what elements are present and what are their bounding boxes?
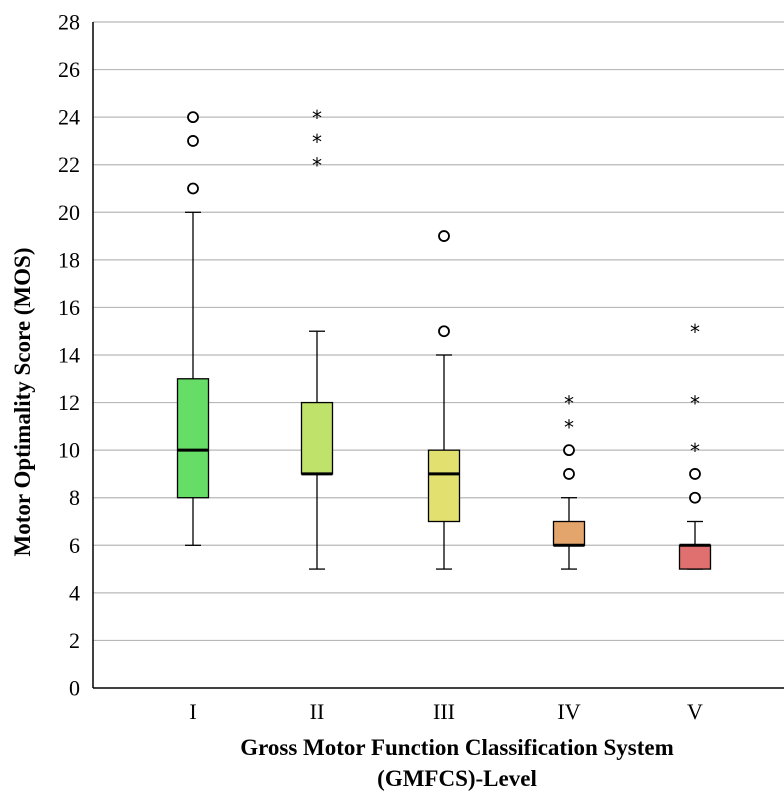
box-group-I: [176, 111, 210, 546]
x-tick-label: I: [189, 699, 196, 724]
extreme-point: *: [690, 439, 700, 463]
y-tick-label: 28: [58, 10, 80, 35]
y-tick-label: 12: [58, 390, 80, 415]
extreme-point: *: [564, 392, 574, 416]
y-tick-label: 6: [69, 533, 80, 558]
boxes: ********: [176, 106, 712, 570]
axes: [92, 22, 784, 689]
box: [678, 544, 712, 570]
y-tick-label: 10: [58, 438, 80, 463]
outlier-point: [563, 444, 575, 457]
y-axis-label: Motor Optimality Score (MOS): [10, 248, 35, 557]
x-tick-label: V: [687, 699, 703, 724]
y-tick-label: 18: [58, 247, 80, 272]
x-axis-label-line-1: Gross Motor Function Classification Syst…: [240, 735, 674, 760]
x-tick-label: IV: [557, 699, 580, 724]
x-tick-labels: I II III IV V: [189, 699, 703, 724]
y-tick-label: 22: [58, 152, 80, 177]
extreme-point: *: [312, 106, 322, 130]
outlier-point: [689, 468, 701, 480]
y-tick-label: 24: [58, 105, 80, 130]
y-tick-label: 4: [69, 580, 80, 605]
box: [300, 401, 334, 475]
outlier-point: [187, 182, 199, 195]
box-group-II: ***: [300, 106, 334, 570]
x-tick-label: II: [310, 699, 325, 724]
y-tick-label: 0: [69, 676, 80, 701]
box: [427, 449, 461, 523]
outlier-point: [187, 135, 199, 147]
extreme-point: *: [564, 415, 574, 439]
extreme-point: *: [312, 154, 322, 178]
outlier-point: [438, 325, 450, 338]
outlier-point: [689, 491, 701, 504]
box: [176, 378, 210, 499]
box: [552, 520, 586, 546]
x-axis-label-line-2: (GMFCS)-Level: [377, 766, 537, 791]
outlier-point: [187, 111, 199, 124]
extreme-point: *: [690, 392, 700, 416]
y-tick-label: 8: [69, 485, 80, 510]
x-tick-label: III: [433, 699, 455, 724]
y-tick-label: 16: [58, 295, 80, 320]
y-tick-label: 14: [58, 343, 80, 368]
extreme-point: *: [312, 130, 322, 154]
y-tick-label: 2: [69, 628, 80, 653]
outlier-point: [563, 468, 575, 480]
box-group-V: * * *: [678, 320, 712, 570]
box-group-III: [427, 230, 461, 570]
y-tick-label: 26: [58, 57, 80, 82]
extreme-point: *: [690, 320, 700, 344]
y-tick-label: 20: [58, 200, 80, 225]
box-group-IV: **: [552, 392, 586, 570]
outlier-point: [438, 230, 450, 242]
